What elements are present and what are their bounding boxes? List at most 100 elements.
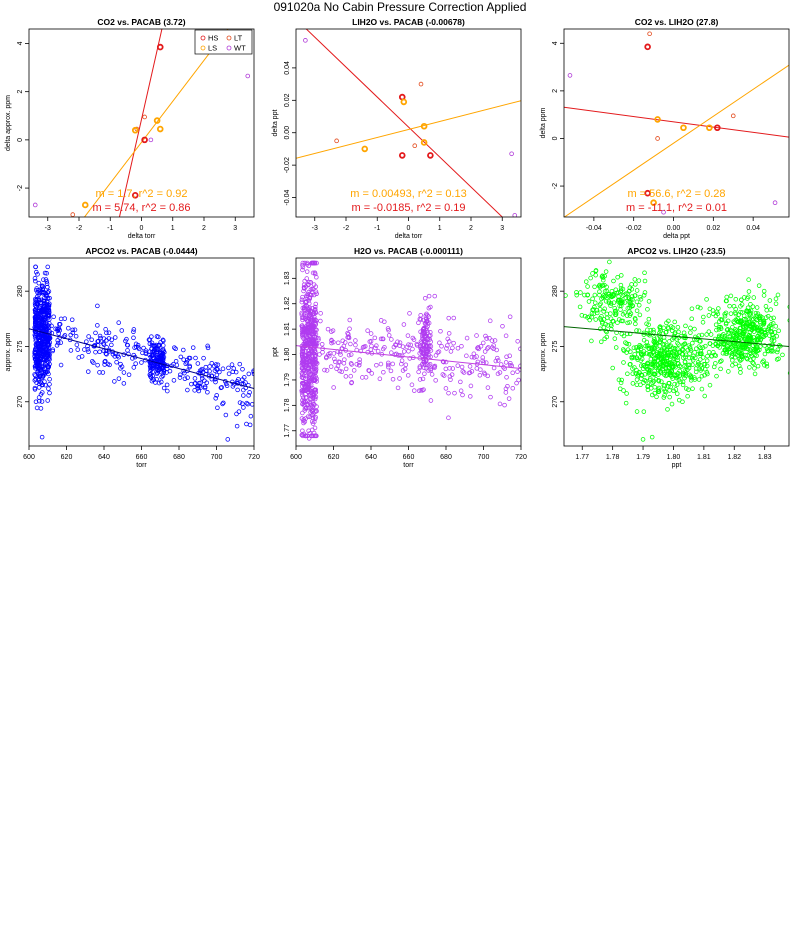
legend-box bbox=[194, 29, 253, 55]
data-point bbox=[649, 345, 655, 351]
data-point bbox=[177, 375, 183, 380]
x-tick-label: 1.77 bbox=[575, 454, 589, 461]
data-point bbox=[100, 370, 106, 375]
data-point bbox=[664, 320, 669, 326]
data-point bbox=[335, 340, 341, 345]
data-point bbox=[680, 382, 686, 388]
data-point bbox=[586, 299, 592, 304]
data-point bbox=[306, 351, 312, 356]
data-point-wt bbox=[303, 38, 308, 43]
data-point bbox=[642, 278, 648, 284]
data-point bbox=[597, 289, 602, 294]
data-point bbox=[42, 379, 47, 384]
data-point bbox=[178, 354, 184, 360]
data-point bbox=[675, 346, 680, 352]
data-point bbox=[425, 313, 430, 318]
data-point bbox=[776, 328, 781, 334]
x-tick-label: 1.78 bbox=[606, 454, 620, 461]
data-point bbox=[37, 381, 42, 387]
data-point bbox=[747, 365, 752, 370]
data-point bbox=[634, 367, 639, 373]
data-point bbox=[699, 366, 705, 371]
data-point bbox=[314, 433, 319, 439]
data-point bbox=[609, 288, 615, 294]
data-point bbox=[149, 346, 155, 352]
data-point bbox=[637, 294, 643, 300]
data-point bbox=[70, 327, 76, 333]
data-point bbox=[773, 296, 779, 302]
data-point bbox=[313, 309, 318, 315]
data-point bbox=[626, 341, 632, 347]
data-point bbox=[301, 311, 307, 317]
data-point bbox=[661, 342, 667, 348]
data-point bbox=[32, 332, 38, 338]
y-tick-label: 1.83 bbox=[284, 271, 291, 285]
data-point bbox=[656, 389, 662, 394]
data-point bbox=[612, 309, 618, 314]
data-point bbox=[309, 406, 314, 411]
data-point bbox=[483, 360, 489, 365]
data-point bbox=[599, 274, 605, 280]
data-point bbox=[503, 360, 509, 365]
data-point bbox=[460, 392, 465, 398]
data-point bbox=[306, 301, 312, 306]
data-point bbox=[692, 355, 698, 361]
data-point bbox=[374, 363, 379, 368]
data-point bbox=[748, 357, 753, 363]
x-tick-label: 2 bbox=[202, 225, 206, 232]
data-point bbox=[207, 368, 212, 374]
data-point-ls bbox=[650, 199, 657, 207]
data-point bbox=[44, 369, 50, 375]
data-point bbox=[104, 330, 109, 336]
data-point bbox=[421, 325, 427, 331]
data-point bbox=[346, 352, 352, 358]
data-point bbox=[741, 295, 747, 300]
data-point bbox=[329, 340, 334, 346]
fit-label-red: m = -11.1, r^2 = 0.01 bbox=[626, 202, 727, 214]
data-point bbox=[698, 339, 703, 344]
data-point bbox=[34, 314, 39, 320]
data-point bbox=[33, 399, 39, 405]
data-point bbox=[220, 366, 226, 372]
data-point bbox=[606, 298, 612, 304]
data-point bbox=[652, 384, 657, 390]
data-point-lt bbox=[412, 143, 418, 148]
data-point bbox=[366, 368, 371, 373]
data-point bbox=[461, 370, 467, 375]
data-point bbox=[662, 388, 668, 394]
data-point bbox=[153, 342, 159, 348]
data-point bbox=[34, 323, 40, 329]
data-point bbox=[45, 264, 51, 270]
data-point bbox=[131, 329, 136, 335]
data-point bbox=[692, 326, 697, 332]
data-point bbox=[616, 317, 622, 322]
data-point bbox=[89, 337, 94, 343]
data-point bbox=[426, 368, 431, 373]
data-point bbox=[103, 358, 108, 364]
data-point bbox=[634, 299, 640, 305]
data-point bbox=[388, 368, 394, 374]
data-point bbox=[716, 333, 722, 339]
data-point bbox=[310, 372, 316, 378]
data-point bbox=[58, 362, 64, 368]
data-point bbox=[58, 316, 64, 322]
legend-marker-ls bbox=[200, 45, 206, 51]
data-point bbox=[459, 343, 464, 349]
data-point bbox=[390, 376, 396, 382]
data-point bbox=[769, 329, 775, 335]
data-point bbox=[50, 348, 55, 354]
data-point bbox=[107, 349, 112, 354]
data-point bbox=[638, 363, 644, 368]
data-point bbox=[598, 339, 604, 345]
data-point bbox=[314, 361, 320, 366]
data-point bbox=[310, 309, 315, 315]
data-point bbox=[638, 297, 644, 302]
x-tick-label: 0.00 bbox=[667, 225, 681, 232]
data-point bbox=[58, 340, 64, 345]
data-point bbox=[312, 314, 317, 320]
data-point bbox=[746, 289, 752, 294]
data-point bbox=[641, 330, 647, 336]
chart-panel-apco2-pacab: APCO2 vs. PACAB (-0.0444) 600 620 640 660 680… bbox=[5, 246, 260, 469]
data-point bbox=[577, 304, 583, 310]
data-point bbox=[488, 394, 493, 400]
